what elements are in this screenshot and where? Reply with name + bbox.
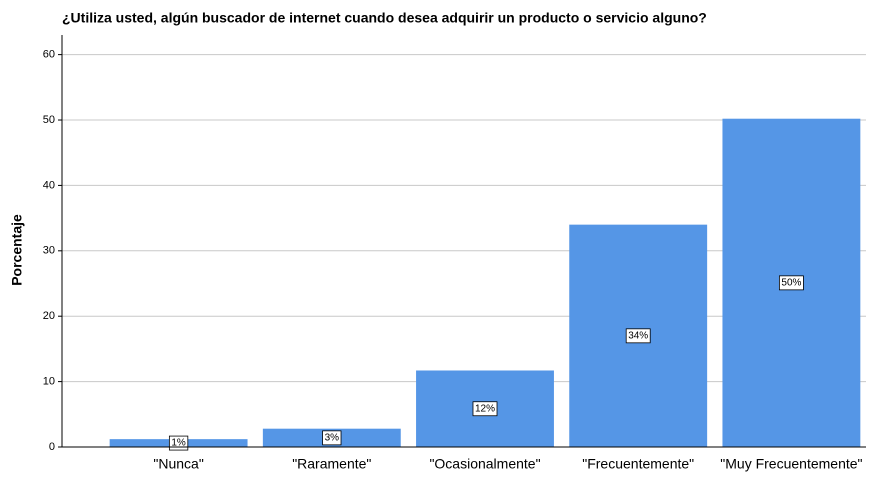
x-tick-label: "Muy Frecuentemente": [720, 456, 862, 472]
y-tick-label: 0: [49, 441, 55, 453]
y-axis-label: Porcentaje: [9, 214, 25, 286]
value-label: 12%: [475, 403, 495, 414]
value-label: 1%: [171, 438, 186, 449]
y-tick-label: 20: [43, 310, 55, 322]
value-label: 34%: [628, 330, 648, 341]
x-tick-label: "Nunca": [153, 456, 203, 472]
value-label: 3%: [325, 432, 340, 443]
y-tick-label: 30: [43, 245, 55, 257]
y-tick-label: 40: [43, 179, 55, 191]
x-tick-label: "Raramente": [292, 456, 371, 472]
y-tick-label: 10: [43, 376, 55, 388]
value-label-box: [778, 275, 804, 291]
x-tick-label: "Ocasionalmente": [429, 456, 540, 472]
y-tick-label: 50: [43, 114, 55, 126]
value-label-box: [625, 328, 651, 344]
value-label-box: [472, 401, 498, 417]
chart-title: ¿Utiliza usted, algún buscador de intern…: [62, 10, 707, 26]
y-tick-label: 60: [43, 49, 55, 61]
x-tick-label: "Frecuentemente": [582, 456, 694, 472]
value-label: 50%: [781, 277, 801, 288]
value-label-box: [322, 430, 342, 446]
